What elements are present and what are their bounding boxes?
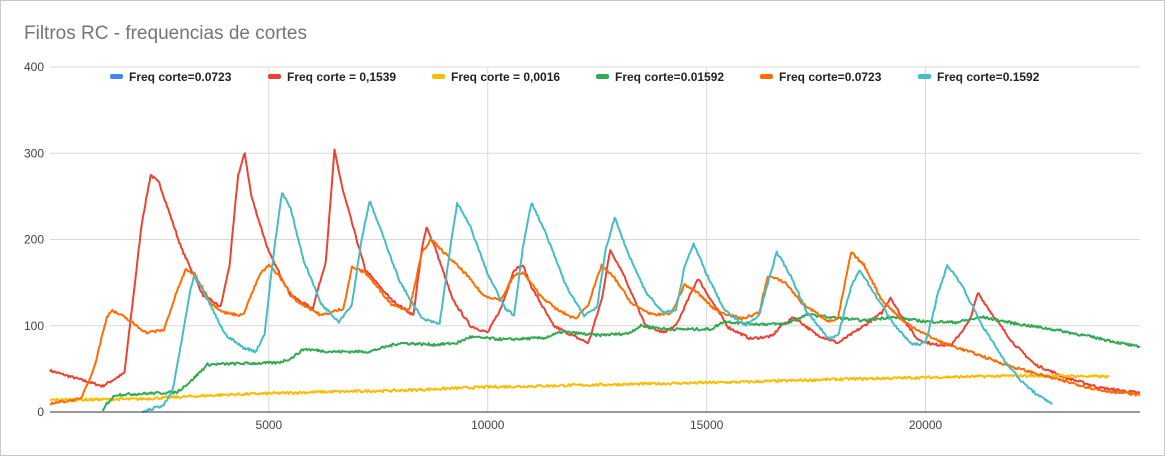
- series-line-3: [49, 373, 1110, 402]
- legend-label: Freq corte = 0,0016: [451, 70, 560, 84]
- legend-label: Freq corte = 0,1539: [287, 70, 396, 84]
- y-tick-labels: 0 100 200 300 400: [24, 60, 44, 419]
- grid-lines: [50, 66, 1140, 412]
- series-lines: [49, 148, 1141, 413]
- legend: Freq corte=0.0723 Freq corte = 0,1539 Freq…: [110, 70, 1040, 84]
- series-line-4: [101, 312, 1141, 412]
- legend-swatch: [268, 74, 281, 79]
- series-line-6: [141, 192, 1053, 413]
- y-tick-label: 400: [24, 60, 44, 74]
- series-line-2: [49, 148, 1141, 394]
- series-line-5: [49, 237, 1140, 406]
- x-tick-labels: 5000 10000 15000 20000: [256, 418, 943, 432]
- x-tick-label: 15000: [690, 418, 724, 432]
- legend-swatch: [432, 74, 445, 79]
- y-tick-label: 0: [37, 405, 44, 419]
- x-tick-label: 10000: [471, 418, 505, 432]
- legend-swatch: [760, 74, 773, 79]
- x-tick-label: 5000: [256, 418, 283, 432]
- legend-label: Freq corte=0.0723: [779, 70, 882, 84]
- x-tick-label: 20000: [909, 418, 943, 432]
- legend-label: Freq corte=0.1592: [937, 70, 1040, 84]
- y-tick-label: 300: [24, 146, 44, 160]
- y-tick-label: 200: [24, 233, 44, 247]
- chart-title: Filtros RC - frequencias de cortes: [24, 23, 307, 44]
- y-tick-label: 100: [24, 319, 44, 333]
- legend-label: Freq corte=0.0723: [129, 70, 232, 84]
- legend-swatch: [110, 74, 123, 79]
- legend-swatch: [596, 74, 609, 79]
- legend-swatch: [918, 74, 931, 79]
- legend-label: Freq corte=0.01592: [615, 70, 724, 84]
